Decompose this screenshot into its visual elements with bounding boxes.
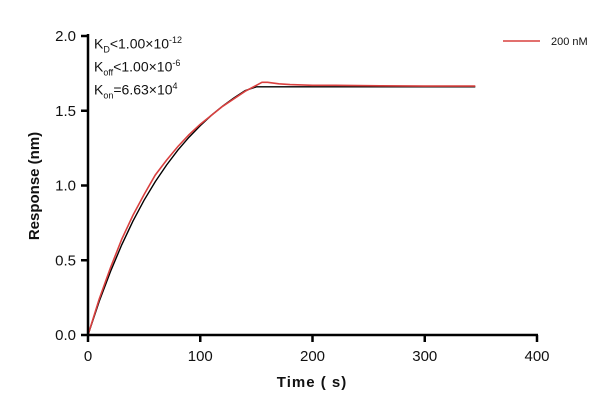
y-tick-label: 0.0 (55, 327, 76, 344)
x-tick-label: 100 (188, 348, 213, 365)
y-tick-label: 1.0 (55, 178, 76, 195)
y-tick-label: 0.5 (55, 252, 76, 269)
y-tick-label: 1.5 (55, 103, 76, 120)
y-tick-label: 2.0 (55, 28, 76, 45)
series-200nm-line (87, 81, 476, 336)
legend-label: 200 nM (551, 36, 588, 48)
kon-annotation: Kon=6.63×104 (94, 81, 178, 101)
x-axis-label: Time ( s) (277, 374, 347, 391)
y-axis-label: Response (nm) (26, 132, 43, 240)
koff-annotation: Koff<1.00×10-6 (94, 58, 181, 78)
kd-annotation: KD<1.00×10-12 (94, 35, 183, 55)
x-tick-label: 400 (524, 348, 549, 365)
fit-line (87, 86, 476, 336)
x-tick-label: 0 (84, 348, 92, 365)
x-tick-label: 200 (300, 348, 325, 365)
x-tick-label: 300 (412, 348, 437, 365)
